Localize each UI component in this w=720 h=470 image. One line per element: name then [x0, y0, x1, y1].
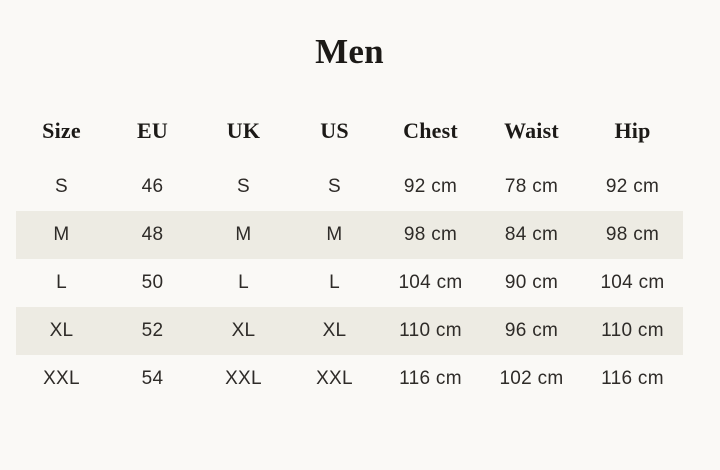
- column-header-size: Size: [42, 117, 81, 143]
- table-cell: 92 cm: [605, 176, 660, 197]
- table-row-xxl: XXL 54 XXL XXL 116 cm 102 cm 116 cm: [16, 355, 683, 403]
- table-row-xl: XL 52 XL XL 110 cm 96 cm 110 cm: [16, 307, 683, 355]
- column-header-waist: Waist: [504, 117, 559, 143]
- table-cell: 48: [141, 224, 164, 245]
- header-row: Size EU UK US Chest Waist Hip: [16, 104, 683, 163]
- table-row-m: M 48 M M 98 cm 84 cm 98 cm: [16, 211, 683, 259]
- table-cell: 110 cm: [601, 320, 664, 341]
- table-cell: 92 cm: [403, 176, 458, 197]
- table-cell: 104 cm: [600, 272, 665, 293]
- table-cell: 46: [141, 176, 164, 197]
- table-cell: M: [326, 224, 343, 245]
- table-row-s: S 46 S S 92 cm 78 cm 92 cm: [16, 163, 683, 211]
- table-cell: 84 cm: [504, 224, 559, 245]
- table-cell: 90 cm: [504, 272, 559, 293]
- size-chart-table: Size EU UK US Chest Waist Hip S 46 S S 9…: [16, 104, 683, 403]
- table-cell: 104 cm: [398, 272, 463, 293]
- table-cell: 50: [141, 272, 164, 293]
- table-cell: XL: [49, 320, 74, 341]
- table-cell: XXL: [225, 368, 262, 389]
- table-cell: 52: [141, 320, 164, 341]
- table-cell: XL: [231, 320, 256, 341]
- table-cell: L: [329, 272, 340, 293]
- column-header-uk: UK: [226, 117, 261, 143]
- page-title: Men: [315, 32, 384, 71]
- column-header-us: US: [320, 117, 349, 143]
- table-cell: 102 cm: [499, 368, 564, 389]
- table-cell: XXL: [43, 368, 80, 389]
- table-cell: 54: [141, 368, 164, 389]
- column-header-chest: Chest: [403, 117, 458, 143]
- table-cell: M: [235, 224, 252, 245]
- table-cell: S: [55, 176, 68, 197]
- table-cell: 98 cm: [403, 224, 458, 245]
- table-cell: 78 cm: [504, 176, 559, 197]
- table-row-l: L 50 L L 104 cm 90 cm 104 cm: [16, 259, 683, 307]
- table-cell: 98 cm: [605, 224, 660, 245]
- table-cell: 116 cm: [399, 368, 462, 389]
- table-cell: L: [56, 272, 67, 293]
- table-cell: 116 cm: [601, 368, 664, 389]
- table-cell: L: [238, 272, 249, 293]
- table-cell: XXL: [316, 368, 353, 389]
- column-header-eu: EU: [137, 117, 168, 143]
- table-cell: XL: [322, 320, 347, 341]
- table-cell: M: [53, 224, 70, 245]
- table-cell: S: [237, 176, 250, 197]
- table-cell: 110 cm: [399, 320, 462, 341]
- table-cell: S: [328, 176, 341, 197]
- column-header-hip: Hip: [614, 117, 651, 143]
- table-cell: 96 cm: [504, 320, 559, 341]
